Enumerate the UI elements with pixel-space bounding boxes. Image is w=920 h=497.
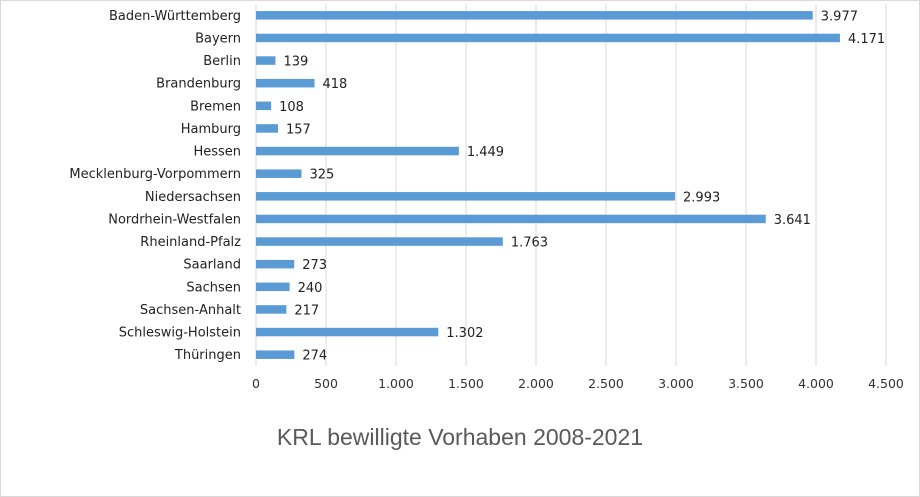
data-label: 108 xyxy=(279,100,304,115)
category-label: Brandenburg xyxy=(156,77,241,92)
data-label: 274 xyxy=(302,349,327,364)
category-label: Mecklenburg-Vorpommern xyxy=(69,167,241,182)
category-label: Nordrhein-Westfalen xyxy=(108,212,241,227)
bar xyxy=(256,56,276,65)
data-label: 139 xyxy=(283,55,308,70)
data-label: 240 xyxy=(298,281,323,296)
chart-title: KRL bewilligte Vorhaben 2008-2021 xyxy=(276,424,644,450)
x-tick-label: 1.500 xyxy=(448,376,484,391)
bar xyxy=(256,11,813,20)
data-label: 3.977 xyxy=(821,9,858,24)
x-tick-label: 2.500 xyxy=(588,376,624,391)
category-label: Sachsen xyxy=(186,280,241,295)
data-label: 1.449 xyxy=(467,145,504,160)
bar xyxy=(256,327,439,337)
category-label: Berlin xyxy=(203,54,241,69)
x-tick-label: 1.000 xyxy=(378,376,414,391)
category-label: Niedersachsen xyxy=(145,190,241,205)
bar xyxy=(256,78,315,88)
bar xyxy=(256,33,840,43)
x-tick-label: 2.000 xyxy=(518,376,554,391)
x-tick-label: 4.000 xyxy=(798,376,834,391)
x-tick-label: 3.000 xyxy=(658,376,694,391)
bar xyxy=(256,350,295,359)
category-label: Hessen xyxy=(193,145,241,160)
bar xyxy=(256,192,676,201)
category-label: Bremen xyxy=(190,99,241,114)
bar xyxy=(256,237,503,246)
bar xyxy=(256,169,302,178)
category-label: Thüringen xyxy=(174,348,241,363)
category-label: Rheinland-Pfalz xyxy=(140,235,241,250)
data-label: 3.641 xyxy=(774,213,811,228)
category-label: Bayern xyxy=(195,31,241,46)
label-layer: 0 500 1.000 1.500 2.000 2.500 3.000 3.500 4.000 4… xyxy=(69,9,904,391)
data-label: 325 xyxy=(310,168,335,183)
bar xyxy=(256,259,295,269)
data-label: 2.993 xyxy=(683,190,720,205)
data-label: 157 xyxy=(286,122,311,137)
bar-layer xyxy=(256,11,840,359)
category-label: Saarland xyxy=(183,258,241,273)
category-label: Sachsen-Anhalt xyxy=(140,303,241,318)
bar xyxy=(256,305,287,314)
grid-layer xyxy=(255,4,887,366)
data-label: 1.763 xyxy=(511,236,548,251)
bar xyxy=(256,146,459,156)
x-tick-label: 0 xyxy=(252,376,260,391)
category-label: Baden-Württemberg xyxy=(109,9,241,24)
category-label: Hamburg xyxy=(181,122,241,137)
category-label: Schleswig-Holstein xyxy=(119,326,241,341)
data-label: 273 xyxy=(302,258,327,273)
bar xyxy=(256,282,290,292)
bar xyxy=(256,214,766,224)
bar xyxy=(256,124,278,133)
data-label: 418 xyxy=(323,77,348,92)
data-label: 217 xyxy=(294,303,319,318)
x-tick-label: 3.500 xyxy=(728,376,764,391)
x-tick-label: 4.500 xyxy=(868,376,904,391)
bar xyxy=(256,101,272,111)
data-label: 1.302 xyxy=(446,326,483,341)
data-label: 4.171 xyxy=(848,32,885,47)
x-tick-label: 500 xyxy=(314,376,338,391)
